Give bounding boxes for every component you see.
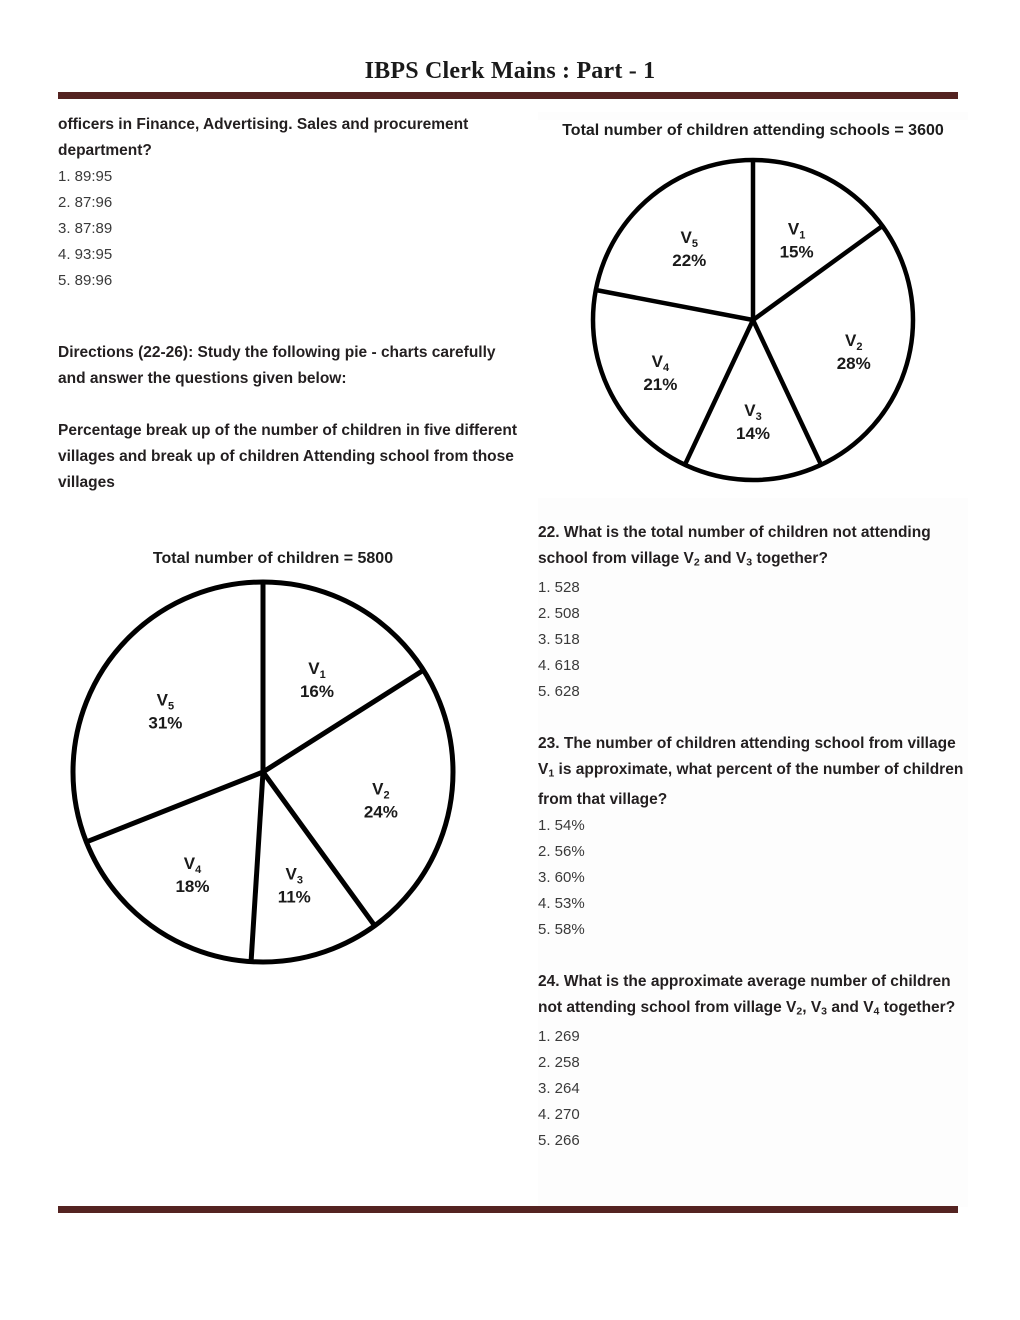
question-23-text: 23. The number of children attending sch…: [538, 731, 968, 812]
pie-slice-value: 28%: [837, 354, 871, 373]
option-item[interactable]: 4. 618: [538, 657, 580, 675]
option-item[interactable]: 2. 56%: [538, 842, 585, 860]
question-22-text-a: 22. What is the total number of children…: [538, 524, 931, 567]
option-item[interactable]: 2. 258: [538, 1053, 580, 1071]
subscript-2: 2: [693, 556, 700, 569]
question-22: 22. What is the total number of children…: [538, 520, 968, 705]
question-22-text: 22. What is the total number of children…: [538, 520, 968, 575]
total-children-pie-canvas: V1 16% V2 24% V3 11% V4 18% V5 31%: [58, 576, 488, 976]
total-children-pie-figure: Total number of children = 5800 V1 16% V2 2…: [58, 548, 488, 976]
pie-slice-divider: [682, 319, 756, 466]
subscript-1: 1: [548, 767, 555, 780]
question-24-text-b: , V: [802, 998, 822, 1016]
question-22-options: 1. 528 2. 508 3. 518 4. 618 5. 628: [538, 575, 968, 705]
question-23: 23. The number of children attending sch…: [538, 731, 968, 942]
option-item[interactable]: 2. 87:96: [58, 194, 113, 211]
question-24-text: 24. What is the approximate average numb…: [538, 969, 968, 1024]
question-22-text-b: and V: [699, 550, 747, 567]
pie-slice-name-subscript: 5: [168, 701, 174, 713]
subscript-3: 3: [746, 556, 753, 569]
pie-slice-value: 31%: [148, 714, 182, 733]
pie-slice-name-subscript: 2: [383, 789, 389, 801]
pie-slice-value: 24%: [364, 802, 398, 821]
pie-slice-name-subscript: 2: [856, 341, 862, 353]
option-item[interactable]: 2. 508: [538, 605, 580, 623]
question-24-options: 1. 269 2. 258 3. 264 4. 270 5. 266: [538, 1024, 968, 1154]
pie-slice-name-subscript: 5: [692, 238, 698, 250]
pie-slice-value: 21%: [643, 375, 677, 394]
spacer: [538, 943, 968, 969]
option-item[interactable]: 4. 93:95: [58, 246, 113, 263]
question-24-text-d: together?: [879, 998, 956, 1016]
question-23-text-b: is approximate, what percent of the numb…: [538, 761, 964, 808]
footer-divider-rule: [58, 1206, 958, 1213]
pie-slice-value: 14%: [736, 424, 770, 443]
subscript-2: 2: [796, 1004, 803, 1017]
option-item[interactable]: 1. 269: [538, 1027, 580, 1045]
option-item[interactable]: 3. 87:89: [58, 220, 113, 237]
option-item[interactable]: 1. 54%: [538, 816, 585, 834]
attending-schools-pie-title: Total number of children attending schoo…: [562, 122, 944, 139]
option-item[interactable]: 5. 58%: [538, 920, 585, 938]
subscript-3: 3: [821, 1004, 828, 1017]
pie-slice-divider: [751, 224, 884, 322]
pie-slice-divider: [260, 770, 377, 928]
pie-slice-name-subscript: 4: [195, 864, 202, 876]
spacer: [58, 392, 518, 418]
question-24-text-c: and V: [827, 998, 874, 1016]
directions-text: Directions (22-26): Study the following …: [58, 344, 496, 387]
chart-description-text: Percentage break up of the number of chi…: [58, 422, 518, 491]
option-item[interactable]: 1. 528: [538, 579, 580, 597]
pie-slice-divider: [595, 287, 754, 323]
question-23-text-a: 23. The number of children attending sch…: [538, 735, 956, 779]
option-item[interactable]: 5. 628: [538, 683, 580, 701]
pie-slice-value: 15%: [780, 242, 814, 261]
continued-question-text: officers in Finance, Advertising. Sales …: [58, 116, 469, 159]
spacer: [58, 294, 518, 340]
pie-slice-value: 22%: [672, 251, 706, 270]
pie-slice-value: 16%: [300, 682, 334, 701]
question-22-text-c: together?: [752, 550, 828, 567]
total-children-pie-title: Total number of children = 5800: [152, 550, 394, 567]
continued-question-options: 1. 89:95 2. 87:96 3. 87:89 4. 93:95 5. 8…: [58, 164, 518, 294]
pie-slice-name-subscript: 1: [799, 229, 805, 241]
pie-slice-name-subscript: 3: [297, 875, 303, 887]
pie-slice-name-subscript: 1: [320, 669, 326, 681]
option-item[interactable]: 3. 264: [538, 1079, 580, 1097]
questions-list: 22. What is the total number of children…: [538, 520, 968, 1154]
header-divider-rule: [58, 92, 958, 99]
option-item[interactable]: 3. 518: [538, 631, 580, 649]
option-item[interactable]: 3. 60%: [538, 868, 585, 886]
left-column: officers in Finance, Advertising. Sales …: [58, 112, 518, 496]
spacer: [538, 705, 968, 731]
page-header: IBPS Clerk Mains : Part - 1: [0, 0, 1020, 99]
option-item[interactable]: 5. 89:96: [58, 272, 113, 289]
pie-slice-value: 11%: [278, 888, 311, 907]
pie-slice-divider: [750, 319, 824, 466]
option-item[interactable]: 5. 266: [538, 1131, 580, 1149]
question-24-text-a: 24. What is the approximate average numb…: [538, 972, 951, 1016]
question-24: 24. What is the approximate average numb…: [538, 969, 968, 1154]
pie-slice-divider: [261, 668, 425, 775]
pie-slice-divider: [248, 771, 266, 962]
subscript-4: 4: [873, 1004, 880, 1017]
pie-slice-name-subscript: 4: [663, 362, 670, 374]
option-item[interactable]: 4. 53%: [538, 894, 585, 912]
pie-slice-name-subscript: 3: [756, 411, 762, 423]
question-23-options: 1. 54% 2. 56% 3. 60% 4. 53% 5. 58%: [538, 813, 968, 943]
attending-schools-pie-figure: Total number of children attending schoo…: [538, 120, 968, 498]
page-title: IBPS Clerk Mains : Part - 1: [364, 58, 656, 84]
pie-slice-value: 18%: [175, 877, 209, 896]
option-item[interactable]: 1. 89:95: [58, 168, 113, 185]
option-item[interactable]: 4. 270: [538, 1105, 580, 1123]
pie-slice-divider: [85, 769, 264, 845]
attending-schools-pie-canvas: V1 15% V2 28% V3 14% V4 21% V5 22%: [538, 148, 968, 498]
